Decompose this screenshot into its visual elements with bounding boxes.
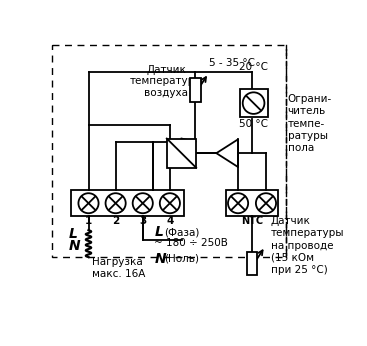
Text: 3: 3: [139, 216, 146, 226]
Text: Датчик
температуры
воздуха: Датчик температуры воздуха: [129, 65, 203, 98]
Bar: [52, 45, 286, 257]
Text: (Ноль): (Ноль): [164, 254, 199, 264]
Text: 20 °C: 20 °C: [239, 62, 268, 72]
Text: N: N: [69, 239, 81, 253]
Text: 5 - 35 °C: 5 - 35 °C: [208, 58, 255, 69]
Bar: [72, 190, 184, 216]
Text: L: L: [69, 227, 78, 241]
Text: (Фаза): (Фаза): [164, 227, 199, 237]
Bar: [190, 79, 201, 102]
Text: 4: 4: [166, 216, 174, 226]
Circle shape: [228, 193, 248, 213]
Circle shape: [243, 92, 265, 114]
Bar: [226, 190, 279, 216]
Text: Ограни-
читель
темпе-
ратуры
пола: Ограни- читель темпе- ратуры пола: [288, 94, 332, 154]
Text: N: N: [155, 252, 166, 266]
Text: 50 °C: 50 °C: [239, 119, 268, 128]
Text: Датчик
температуры
на проводе
(15 кОм
при 25 °C): Датчик температуры на проводе (15 кОм пр…: [270, 216, 344, 275]
Bar: [167, 138, 196, 168]
Bar: [247, 252, 257, 275]
Bar: [240, 89, 268, 117]
Circle shape: [160, 193, 180, 213]
Text: L: L: [155, 226, 163, 239]
Text: NTC: NTC: [241, 216, 263, 226]
Text: Нагрузка
макс. 16А: Нагрузка макс. 16А: [92, 257, 146, 279]
Circle shape: [256, 193, 276, 213]
Circle shape: [133, 193, 153, 213]
Text: ~ 180 ÷ 250В: ~ 180 ÷ 250В: [155, 238, 228, 248]
Circle shape: [106, 193, 126, 213]
Circle shape: [79, 193, 99, 213]
Text: 2: 2: [112, 216, 119, 226]
Text: 1: 1: [85, 216, 92, 226]
